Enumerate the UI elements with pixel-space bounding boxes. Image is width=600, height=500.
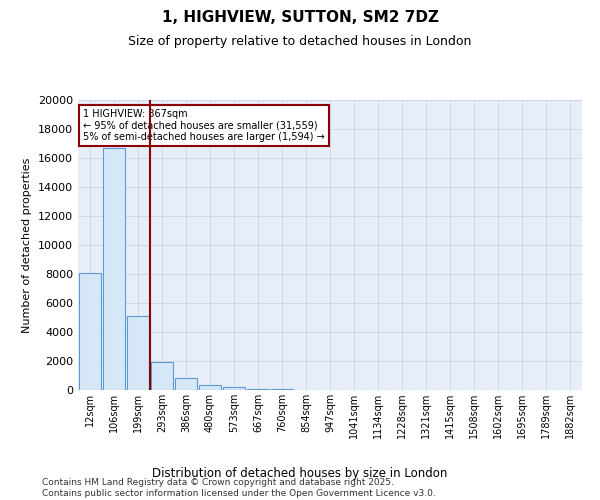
Bar	[103, 148, 125, 390]
Bar	[79, 272, 101, 390]
Bar	[223, 388, 245, 390]
Bar	[199, 385, 221, 390]
Text: 1 HIGHVIEW: 367sqm
← 95% of detached houses are smaller (31,559)
5% of semi-deta: 1 HIGHVIEW: 367sqm ← 95% of detached hou…	[83, 108, 325, 142]
Text: Size of property relative to detached houses in London: Size of property relative to detached ho…	[128, 35, 472, 48]
Y-axis label: Number of detached properties: Number of detached properties	[22, 158, 32, 332]
Text: Contains HM Land Registry data © Crown copyright and database right 2025.
Contai: Contains HM Land Registry data © Crown c…	[42, 478, 436, 498]
Bar	[247, 388, 269, 390]
Text: Distribution of detached houses by size in London: Distribution of detached houses by size …	[152, 467, 448, 480]
Bar	[151, 362, 173, 390]
Bar	[175, 378, 197, 390]
Text: 1, HIGHVIEW, SUTTON, SM2 7DZ: 1, HIGHVIEW, SUTTON, SM2 7DZ	[161, 10, 439, 25]
Bar	[127, 316, 149, 390]
